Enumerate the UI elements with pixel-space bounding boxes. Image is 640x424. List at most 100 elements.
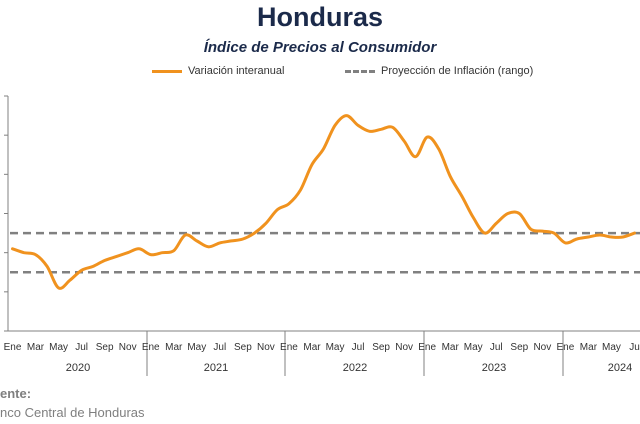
- data-point: [23, 252, 25, 254]
- data-point: [299, 189, 301, 191]
- data-point: [472, 216, 474, 218]
- x-tick-label: Nov: [395, 342, 413, 353]
- data-point: [80, 269, 82, 271]
- data-point: [219, 242, 221, 244]
- year-label: 2021: [204, 362, 228, 374]
- year-label: 2022: [343, 362, 367, 374]
- data-point: [380, 128, 382, 130]
- data-point: [576, 238, 578, 240]
- x-tick-label: Mar: [303, 342, 321, 353]
- x-tick-label: Ene: [556, 342, 574, 353]
- x-tick-label: Mar: [165, 342, 183, 353]
- data-point: [495, 222, 497, 224]
- data-point: [610, 236, 612, 238]
- data-point: [391, 126, 393, 128]
- data-point: [242, 238, 244, 240]
- data-point: [507, 212, 509, 214]
- x-tick-label: Jul: [490, 342, 503, 353]
- x-tick-label: Jul: [352, 342, 365, 353]
- data-point: [334, 124, 336, 126]
- data-point: [438, 148, 440, 150]
- data-point: [276, 208, 278, 210]
- x-tick-label: Sep: [510, 342, 528, 353]
- data-point: [403, 140, 405, 142]
- series-line: [11, 114, 636, 290]
- data-point: [103, 259, 105, 261]
- data-point: [161, 252, 163, 254]
- data-point: [138, 248, 140, 250]
- data-point: [253, 232, 255, 234]
- data-point: [587, 236, 589, 238]
- data-point: [461, 195, 463, 197]
- data-point: [622, 236, 624, 238]
- legend-swatch-band: [345, 69, 375, 73]
- x-tick-label: Jul: [75, 342, 88, 353]
- year-label: 2023: [482, 362, 506, 374]
- data-point: [322, 148, 324, 150]
- data-point: [92, 265, 94, 267]
- x-tick-label: Sep: [96, 342, 114, 353]
- chart-subtitle: Índice de Precios al Consumidor: [203, 39, 437, 56]
- x-tick-label: Nov: [119, 342, 137, 353]
- x-tick-label: Mar: [442, 342, 460, 353]
- source-label: ente:: [0, 386, 32, 401]
- data-point: [288, 203, 290, 205]
- data-point: [518, 212, 520, 214]
- x-tick-label: Ene: [142, 342, 160, 353]
- data-point: [311, 163, 313, 165]
- x-tick-label: Mar: [580, 342, 598, 353]
- data-point: [633, 232, 635, 234]
- data-point: [150, 253, 152, 255]
- chart-title: Honduras: [256, 2, 383, 32]
- x-tick-label: May: [602, 342, 621, 353]
- data-point: [57, 287, 59, 289]
- data-point: [69, 279, 71, 281]
- x-tick-label: Nov: [533, 342, 551, 353]
- x-tick-label: Sep: [234, 342, 252, 353]
- year-label: 2024: [608, 362, 632, 374]
- data-point: [34, 253, 36, 255]
- data-point: [599, 234, 601, 236]
- x-tick-label: Sep: [372, 342, 390, 353]
- legend-item-series: Variación interanual: [152, 65, 284, 77]
- data-point: [11, 248, 13, 250]
- data-point: [484, 232, 486, 234]
- data-point: [127, 252, 129, 254]
- data-point: [357, 124, 359, 126]
- legend-item-band: Proyección de Inflación (rango): [345, 65, 533, 77]
- data-point: [541, 230, 543, 232]
- data-point: [564, 242, 566, 244]
- data-point: [196, 240, 198, 242]
- legend-label-series: Variación interanual: [188, 65, 285, 77]
- x-tick-label: Nov: [257, 342, 275, 353]
- x-tick-label: Ene: [4, 342, 22, 353]
- data-point: [426, 136, 428, 138]
- data-point: [173, 250, 175, 252]
- data-point: [46, 265, 48, 267]
- x-tick-label: May: [326, 342, 345, 353]
- year-label: 2020: [66, 362, 90, 374]
- x-tick-label: Ju: [629, 342, 640, 353]
- x-tick-label: Ene: [280, 342, 298, 353]
- legend-label-band: Proyección de Inflación (rango): [381, 65, 534, 77]
- x-tick-label: Ene: [418, 342, 436, 353]
- data-point: [449, 175, 451, 177]
- data-point: [345, 114, 347, 116]
- x-tick-label: May: [187, 342, 206, 353]
- data-point: [115, 255, 117, 257]
- data-point: [265, 222, 267, 224]
- source-text: nco Central de Honduras: [0, 405, 145, 420]
- x-tick-label: May: [49, 342, 68, 353]
- data-point: [414, 156, 416, 158]
- data-point: [530, 228, 532, 230]
- data-point: [230, 240, 232, 242]
- x-tick-label: Jul: [213, 342, 226, 353]
- data-point: [368, 130, 370, 132]
- data-point: [207, 246, 209, 248]
- x-tick-label: Mar: [27, 342, 45, 353]
- legend-swatch-series: [152, 69, 182, 73]
- data-point: [553, 232, 555, 234]
- data-point: [184, 234, 186, 236]
